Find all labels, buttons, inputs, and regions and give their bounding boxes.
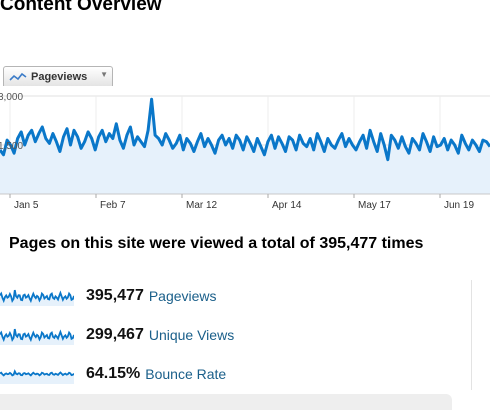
stat-link-unique-views[interactable]: Unique Views [148,327,235,343]
stat-link-pageviews[interactable]: Pageviews [148,288,217,304]
sparkline-area [0,329,74,345]
line-chart-icon [9,72,27,82]
stat-link-bounce-rate[interactable]: Bounce Rate [145,366,227,382]
x-tick-label-1: Feb 7 [100,200,126,211]
series-line-pageviews [0,97,490,162]
column-divider [471,280,472,390]
stat-value-bounce-rate: 64.15% [86,365,141,382]
sparkline-line [0,369,74,377]
pageviews-sparkline[interactable] [0,286,74,306]
metric-selector-tab[interactable]: Pageviews ▼ [3,66,113,86]
bounce-rate-sparkline[interactable] [0,364,74,384]
chevron-down-icon[interactable]: ▼ [100,70,108,79]
x-tick-label-2: Mar 12 [186,200,218,211]
stat-row-bounce-rate: 64.15% Bounce Rate [0,363,226,385]
x-tick-label-3: Apr 14 [272,200,302,211]
x-tick-label-5: Jun 19 [444,200,474,211]
sparkline-line [0,289,74,304]
summary-suffix: times [377,235,424,252]
x-tick-label-4: May 17 [358,200,391,211]
pageviews-chart: 3,000 1,500 Jan 5 Feb 7 Mar 12 Apr 14 May 17 Ju… [0,86,490,212]
sparkline-line [0,328,74,343]
bottom-panel [0,394,452,410]
stat-value-pageviews: 395,477 [86,287,144,304]
y-tick-label-0: 3,000 [0,92,23,103]
metric-selector-label: Pageviews [31,70,88,83]
summary-heading: Pages on this site were viewed a total o… [0,224,490,264]
summary-prefix: Pages on this site were viewed a total o… [9,235,320,252]
x-tick-label-0: Jan 5 [14,200,39,211]
stat-value-unique-views: 299,467 [86,326,144,343]
unique-views-sparkline[interactable] [0,325,74,345]
page-title: Content Overview [0,0,162,15]
sparkline-area [0,290,74,306]
summary-total: 395,477 [319,235,378,252]
stat-row-unique-views: 299,467 Unique Views [0,324,234,346]
y-tick-label-1: 1,500 [0,141,23,152]
stat-row-pageviews: 395,477 Pageviews [0,285,217,307]
